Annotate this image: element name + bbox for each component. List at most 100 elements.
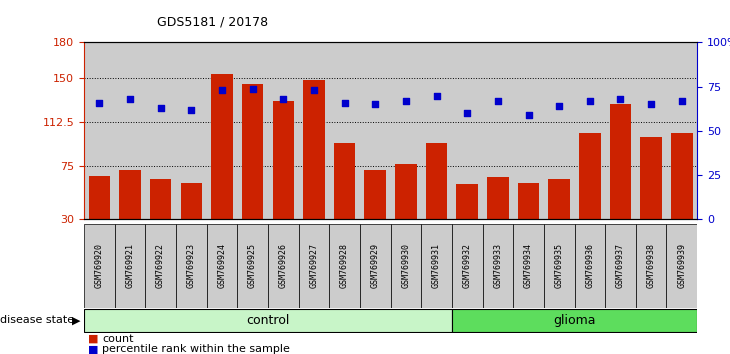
Bar xyxy=(180,183,202,255)
Bar xyxy=(176,42,207,219)
FancyBboxPatch shape xyxy=(145,224,176,308)
FancyBboxPatch shape xyxy=(544,224,575,308)
FancyBboxPatch shape xyxy=(452,309,697,331)
Point xyxy=(185,107,197,113)
Point xyxy=(247,86,258,91)
FancyBboxPatch shape xyxy=(115,224,145,308)
Bar xyxy=(671,133,693,255)
Bar xyxy=(605,42,636,219)
Text: GSM769936: GSM769936 xyxy=(585,244,594,289)
Bar xyxy=(513,42,544,219)
Bar xyxy=(211,74,233,255)
Text: ▶: ▶ xyxy=(72,315,80,325)
Text: GSM769935: GSM769935 xyxy=(555,244,564,289)
Bar xyxy=(636,42,666,219)
Point xyxy=(584,98,596,104)
Text: GSM769928: GSM769928 xyxy=(340,244,349,289)
Point xyxy=(461,110,473,116)
FancyBboxPatch shape xyxy=(237,224,268,308)
Text: GSM769923: GSM769923 xyxy=(187,244,196,289)
Point xyxy=(400,98,412,104)
FancyBboxPatch shape xyxy=(329,224,360,308)
Text: GSM769927: GSM769927 xyxy=(310,244,318,289)
Bar xyxy=(518,183,539,255)
Point xyxy=(277,96,289,102)
Point xyxy=(553,103,565,109)
Bar xyxy=(242,84,264,255)
Bar xyxy=(421,42,452,219)
Bar xyxy=(207,42,237,219)
Bar xyxy=(483,42,513,219)
FancyBboxPatch shape xyxy=(360,224,391,308)
Point xyxy=(155,105,166,111)
Bar xyxy=(115,42,145,219)
Text: GSM769931: GSM769931 xyxy=(432,244,441,289)
Text: GSM769939: GSM769939 xyxy=(677,244,686,289)
Bar xyxy=(329,42,360,219)
FancyBboxPatch shape xyxy=(391,224,421,308)
Bar xyxy=(88,176,110,255)
FancyBboxPatch shape xyxy=(452,224,483,308)
Point xyxy=(523,112,534,118)
FancyBboxPatch shape xyxy=(299,224,329,308)
Bar xyxy=(452,42,483,219)
Bar xyxy=(544,42,575,219)
FancyBboxPatch shape xyxy=(207,224,237,308)
Text: count: count xyxy=(102,334,134,344)
Bar xyxy=(334,143,356,255)
Text: GSM769937: GSM769937 xyxy=(616,244,625,289)
FancyBboxPatch shape xyxy=(176,224,207,308)
Bar xyxy=(610,104,631,255)
Point xyxy=(124,96,136,102)
Bar xyxy=(150,179,172,255)
FancyBboxPatch shape xyxy=(84,224,115,308)
FancyBboxPatch shape xyxy=(605,224,636,308)
Text: GSM769934: GSM769934 xyxy=(524,244,533,289)
Point xyxy=(676,98,688,104)
Bar xyxy=(579,133,601,255)
Bar xyxy=(666,42,697,219)
Text: GSM769924: GSM769924 xyxy=(218,244,226,289)
Text: GSM769933: GSM769933 xyxy=(493,244,502,289)
Point xyxy=(339,100,350,105)
Bar xyxy=(145,42,176,219)
Text: control: control xyxy=(246,314,290,327)
Point xyxy=(216,87,228,93)
Text: GSM769930: GSM769930 xyxy=(402,244,410,289)
Point xyxy=(93,100,105,105)
FancyBboxPatch shape xyxy=(421,224,452,308)
FancyBboxPatch shape xyxy=(268,224,299,308)
FancyBboxPatch shape xyxy=(575,224,605,308)
Bar xyxy=(487,177,509,255)
Point xyxy=(645,102,657,107)
Bar xyxy=(299,42,329,219)
Text: GDS5181 / 20178: GDS5181 / 20178 xyxy=(157,15,268,28)
Text: GSM769932: GSM769932 xyxy=(463,244,472,289)
Text: GSM769938: GSM769938 xyxy=(647,244,656,289)
Text: disease state: disease state xyxy=(0,315,74,325)
FancyBboxPatch shape xyxy=(483,224,513,308)
Bar xyxy=(303,80,325,255)
Bar xyxy=(119,170,141,255)
Point xyxy=(615,96,626,102)
FancyBboxPatch shape xyxy=(666,224,697,308)
Point xyxy=(369,102,381,107)
Point xyxy=(431,93,442,98)
FancyBboxPatch shape xyxy=(84,309,452,331)
Text: ■: ■ xyxy=(88,334,98,344)
Bar xyxy=(84,42,115,219)
Bar xyxy=(364,170,386,255)
Bar xyxy=(272,102,294,255)
Text: GSM769925: GSM769925 xyxy=(248,244,257,289)
Text: GSM769929: GSM769929 xyxy=(371,244,380,289)
FancyBboxPatch shape xyxy=(513,224,544,308)
Text: glioma: glioma xyxy=(553,314,596,327)
FancyBboxPatch shape xyxy=(636,224,666,308)
Bar xyxy=(640,137,662,255)
Text: ■: ■ xyxy=(88,344,98,354)
Text: GSM769926: GSM769926 xyxy=(279,244,288,289)
Bar xyxy=(268,42,299,219)
Bar xyxy=(548,179,570,255)
Text: percentile rank within the sample: percentile rank within the sample xyxy=(102,344,290,354)
Bar xyxy=(237,42,268,219)
